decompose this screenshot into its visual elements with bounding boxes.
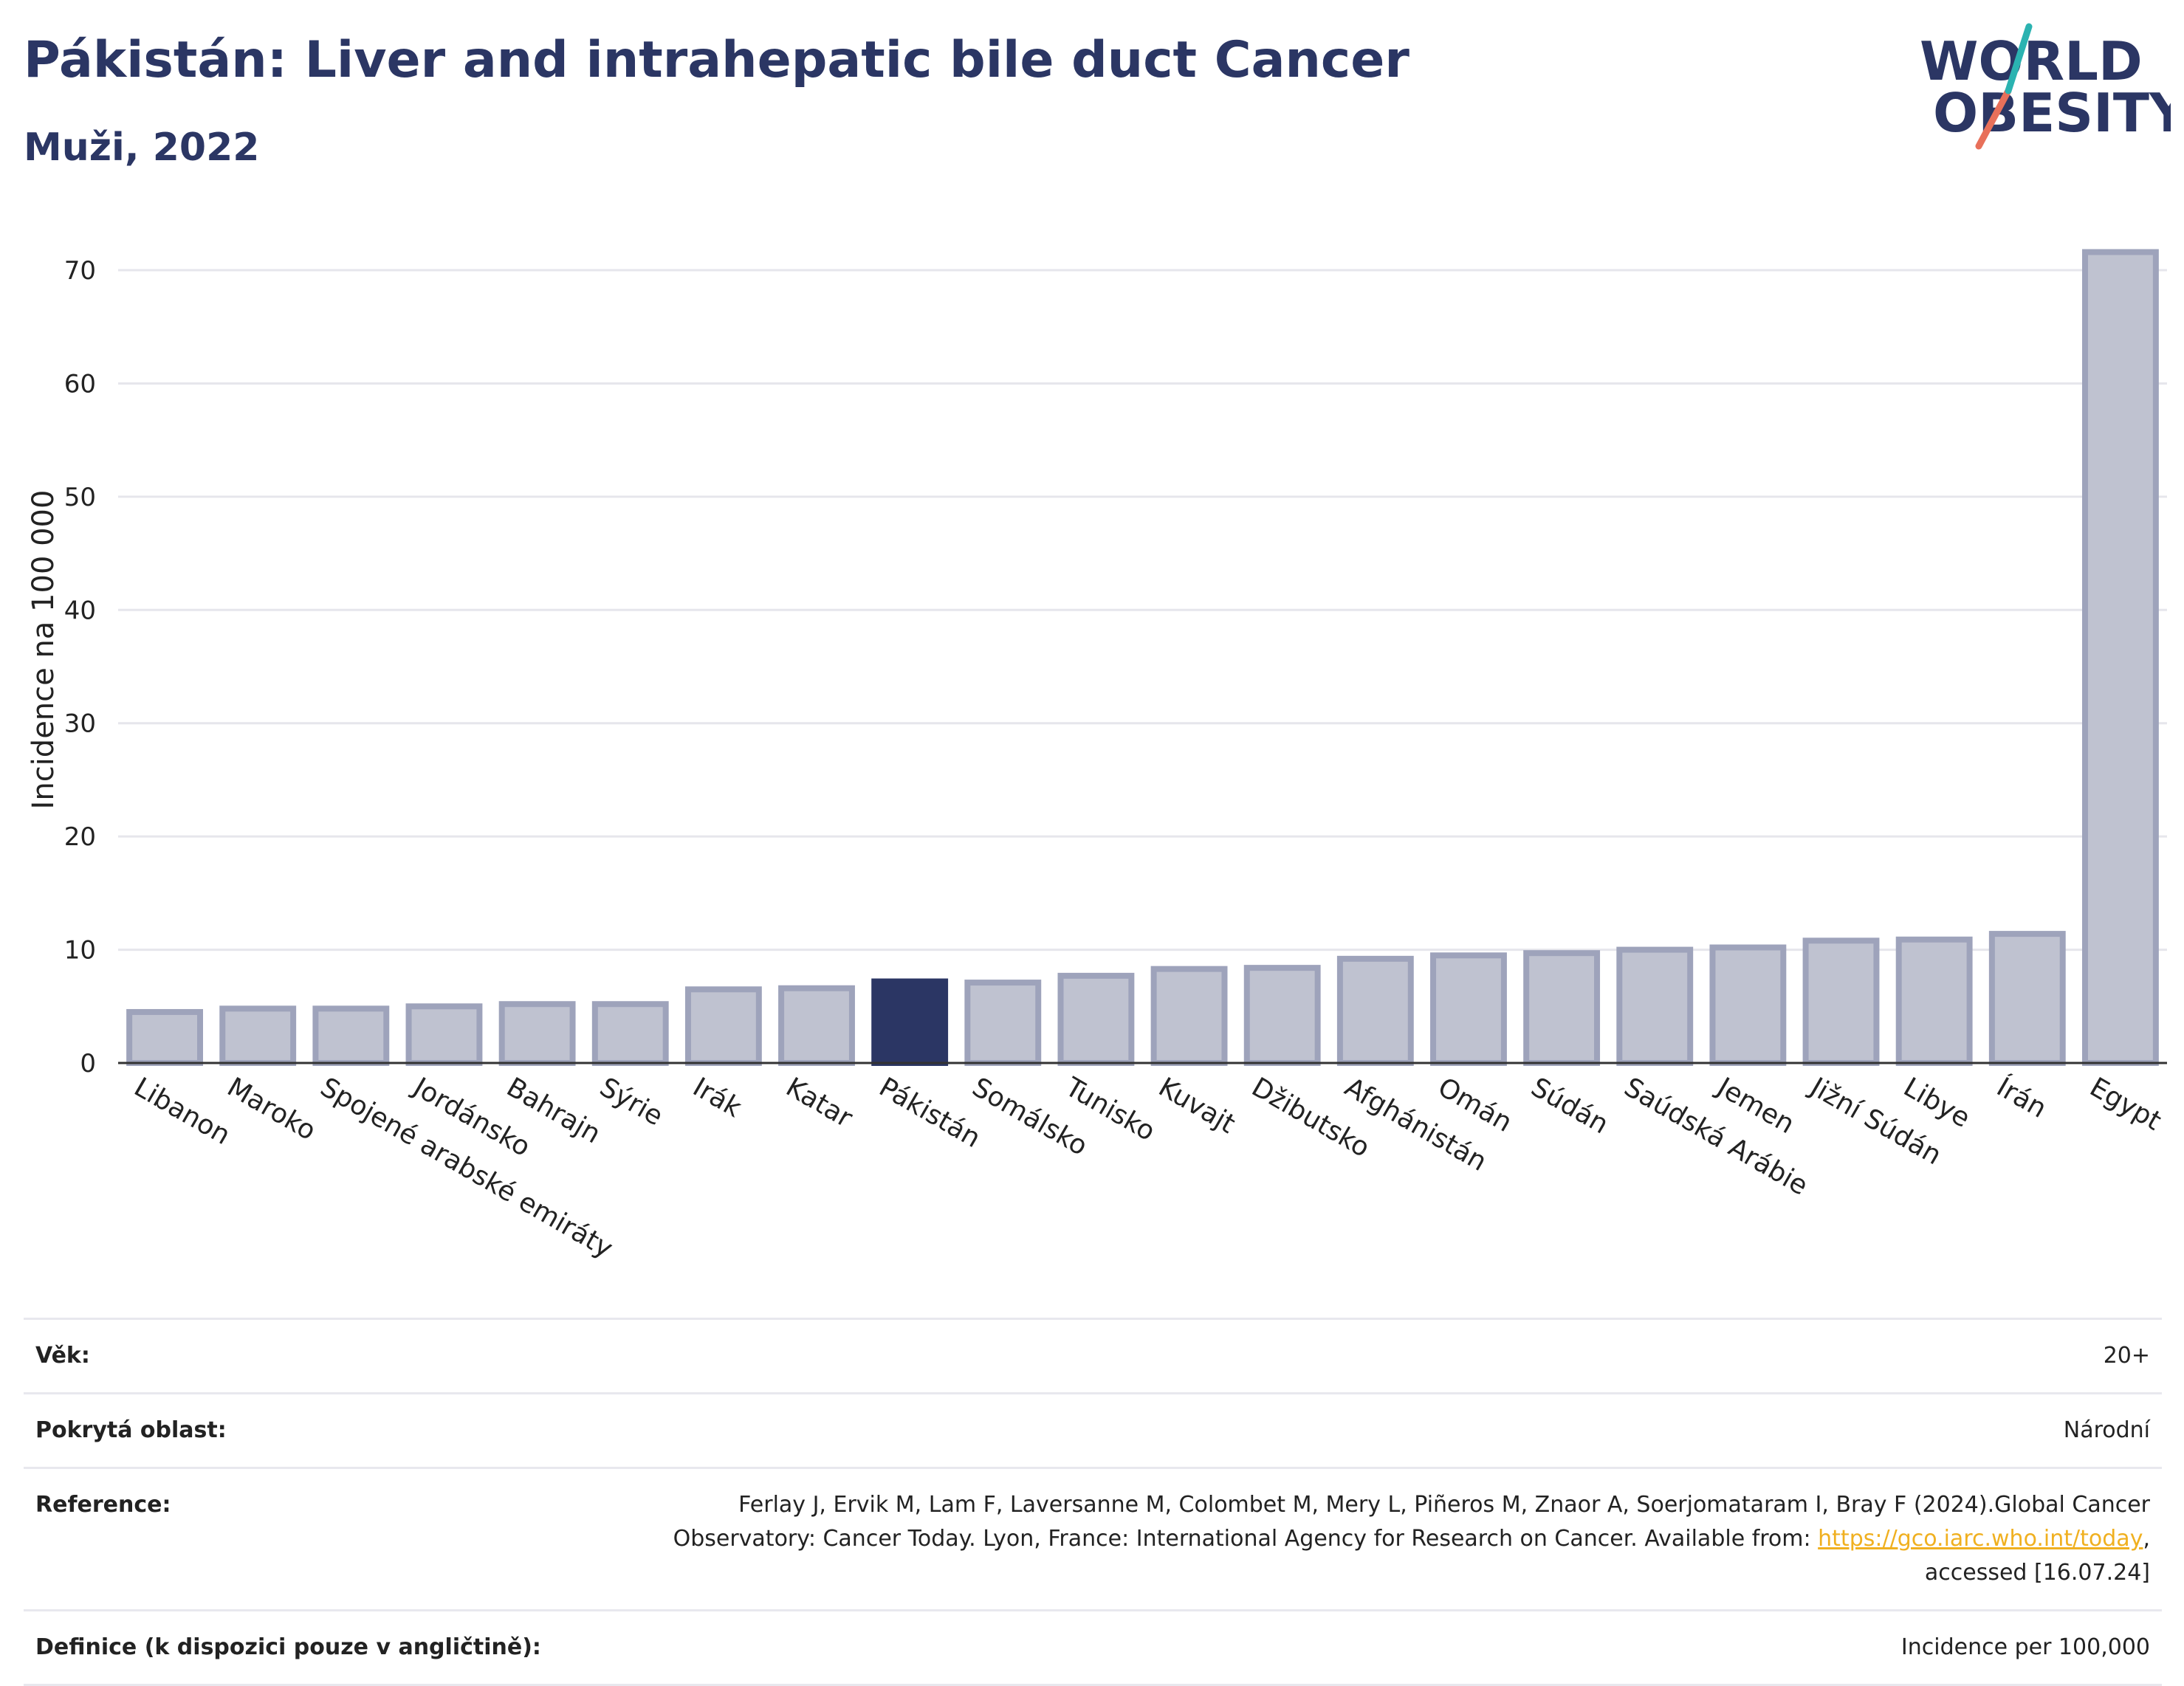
bar[interactable] [964, 980, 1042, 1066]
reference-value: Ferlay J, Ervik M, Lam F, Laversanne M, … [608, 1467, 2162, 1611]
info-row-definition: Definice (k dispozici pouze v angličtině… [24, 1609, 2162, 1686]
bar[interactable] [1523, 950, 1601, 1067]
x-tick-label: Maroko [222, 1072, 321, 1146]
info-row-age: Věk: 20+ [24, 1318, 2162, 1394]
bar[interactable] [1336, 955, 1414, 1067]
y-tick-label: 0 [80, 1049, 96, 1078]
x-tick-label: Pákistán [874, 1072, 986, 1154]
chart-subtitle: Muži, 2022 [24, 125, 260, 170]
definition-label: Definice (k dispozici pouze v angličtině… [24, 1609, 608, 1686]
age-label: Věk: [24, 1318, 608, 1394]
x-tick-label: Kuvajt [1153, 1072, 1240, 1140]
bar[interactable] [498, 1001, 576, 1067]
age-value: 20+ [608, 1318, 2162, 1394]
bar[interactable] [1895, 936, 1973, 1066]
y-tick-label: 30 [64, 709, 96, 739]
definition-value: Incidence per 100,000 [608, 1609, 2162, 1686]
coverage-label: Pokrytá oblast: [24, 1392, 608, 1469]
bar[interactable] [684, 986, 762, 1066]
reference-link[interactable]: https://gco.iarc.who.int/today [1818, 1526, 2143, 1552]
y-tick-label: 70 [64, 256, 96, 286]
bars [126, 249, 2159, 1067]
bar[interactable] [1616, 946, 1694, 1066]
y-tick-labels: 0 10 20 30 40 50 60 70 [64, 256, 96, 1078]
y-tick-label: 20 [64, 822, 96, 852]
bar[interactable] [312, 1005, 390, 1067]
logo-line2: OBESITY [1933, 82, 2171, 144]
x-tick-label: Irák [687, 1072, 746, 1124]
bar[interactable] [126, 1008, 204, 1066]
x-tick-label: Libanon [129, 1072, 236, 1151]
bar[interactable] [2082, 249, 2159, 1066]
bar[interactable] [871, 978, 949, 1067]
bar[interactable] [1430, 952, 1507, 1066]
bar[interactable] [1709, 944, 1787, 1066]
bar[interactable] [219, 1005, 297, 1067]
logo-slash-teal [2005, 23, 2033, 94]
y-tick-label: 50 [64, 483, 96, 512]
info-table: Věk: 20+ Pokrytá oblast: Národní Referen… [24, 1318, 2162, 1686]
x-tick-label: Írán [1991, 1071, 2052, 1124]
info-row-reference: Reference: Ferlay J, Ervik M, Lam F, Lav… [24, 1467, 2162, 1611]
y-axis-title: Incidence na 100 000 [27, 490, 61, 810]
bar[interactable] [591, 1001, 669, 1067]
bar[interactable] [1243, 965, 1321, 1066]
bar[interactable] [1057, 972, 1135, 1067]
logo-line1: WORLD [1920, 30, 2143, 92]
world-obesity-logo: WORLD OBESITY [1920, 23, 2171, 150]
bar[interactable] [1988, 931, 2066, 1067]
info-row-coverage: Pokrytá oblast: Národní [24, 1392, 2162, 1469]
chart-title: Pákistán: Liver and intrahepatic bile du… [24, 31, 1409, 89]
reference-text-1: Ferlay J, Ervik M, Lam F, Laversanne M, … [673, 1492, 2150, 1552]
bar[interactable] [778, 985, 855, 1067]
bar[interactable] [1802, 937, 1880, 1067]
y-tick-label: 10 [64, 936, 96, 966]
grid-lines [118, 269, 2167, 952]
bar[interactable] [1150, 966, 1228, 1067]
reference-label: Reference: [24, 1467, 608, 1611]
x-tick-label: Egypt [2084, 1072, 2166, 1136]
x-tick-label: Súdán [1526, 1072, 1614, 1140]
x-tick-label: Katar [781, 1072, 858, 1134]
y-tick-label: 60 [64, 369, 96, 399]
reference-text-2: , accessed [16.07.24] [1924, 1526, 2150, 1586]
coverage-value: Národní [608, 1392, 2162, 1469]
logo-slash-coral [1975, 87, 2012, 150]
bar[interactable] [405, 1003, 483, 1067]
y-tick-label: 40 [64, 596, 96, 625]
